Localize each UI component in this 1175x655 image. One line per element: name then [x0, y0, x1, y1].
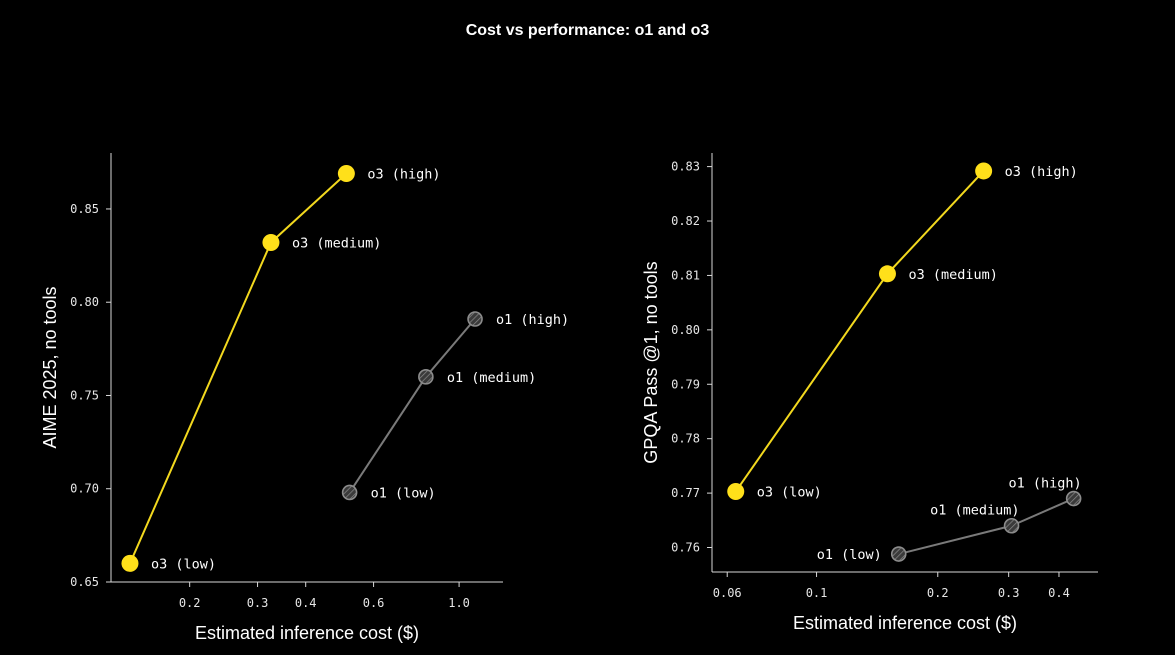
x-tick-label: 0.4 — [1048, 586, 1070, 600]
y-axis-label: AIME 2025, no tools — [40, 286, 60, 448]
x-axis-label: Estimated inference cost ($) — [195, 623, 419, 643]
x-tick-label: 0.6 — [363, 596, 385, 610]
x-tick-label: 0.3 — [998, 586, 1020, 600]
y-tick-label: 0.83 — [671, 160, 700, 174]
o3-point-label: o3 (low) — [757, 484, 822, 500]
o3-point-label: o3 (medium) — [908, 267, 997, 283]
y-tick-label: 0.82 — [671, 214, 700, 228]
y-tick-label: 0.79 — [671, 377, 700, 391]
o3-point-label: o3 (medium) — [292, 236, 381, 252]
o1-point-marker — [890, 546, 907, 562]
x-tick-label: 0.3 — [247, 596, 269, 610]
o1-series-line — [348, 318, 476, 494]
o1-point-marker — [1065, 490, 1082, 507]
o3-point-marker — [975, 162, 993, 180]
aime-chart: 0.65 0.70 0.75 0.80 0.85 0.2 0.3 0.4 0.6 1.0 Estim… — [40, 153, 569, 643]
y-tick-label: 0.80 — [671, 323, 700, 337]
x-tick-label: 1.0 — [448, 596, 470, 610]
o1-point-label: o1 (high) — [496, 312, 569, 328]
o3-point-marker — [121, 554, 139, 572]
x-tick-label: 0.2 — [927, 586, 949, 600]
o3-point-label: o3 (low) — [151, 556, 216, 572]
y-tick-label: 0.76 — [671, 541, 700, 555]
o1-point-marker — [418, 369, 434, 385]
o3-point-marker — [337, 165, 355, 183]
y-tick-label: 0.77 — [671, 486, 700, 500]
o1-point-label: o1 (high) — [1008, 476, 1081, 492]
o1-point-marker — [467, 311, 483, 327]
y-tick-label: 0.70 — [70, 482, 99, 496]
o3-point-marker — [878, 265, 896, 283]
x-tick-label: 0.1 — [806, 586, 828, 600]
o3-point-marker — [727, 482, 745, 500]
y-tick-label: 0.75 — [70, 388, 99, 402]
x-tick-label: 0.4 — [295, 596, 317, 610]
o3-series-line — [129, 172, 348, 564]
o3-point-marker — [262, 234, 280, 252]
o1-point-label: o1 (medium) — [447, 370, 536, 386]
x-tick-label: 0.2 — [179, 596, 201, 610]
o3-point-label: o3 (high) — [367, 167, 440, 183]
y-tick-label: 0.85 — [70, 202, 99, 216]
y-tick-label: 0.78 — [671, 432, 700, 446]
o1-point-marker — [1003, 517, 1020, 534]
y-axis-label: GPQA Pass @1, no tools — [641, 261, 661, 463]
o1-point-marker — [341, 484, 358, 501]
y-tick-label: 0.65 — [70, 575, 99, 589]
gpqa-chart: 0.76 0.77 0.78 0.79 0.80 0.81 0.82 0.83 0.06 0.1 0… — [641, 153, 1098, 633]
x-axis-label: Estimated inference cost ($) — [793, 613, 1017, 633]
chart-title: Cost vs performance: o1 and o3 — [465, 22, 710, 39]
y-tick-label: 0.81 — [671, 268, 700, 282]
o1-point-label: o1 (low) — [371, 485, 436, 501]
x-tick-label: 0.06 — [713, 586, 742, 600]
o1-point-label: o1 (medium) — [930, 503, 1019, 519]
o1-point-label: o1 (low) — [817, 547, 882, 563]
y-tick-label: 0.80 — [70, 295, 99, 309]
o3-point-label: o3 (high) — [1005, 164, 1078, 180]
o3-series-line — [734, 170, 985, 493]
